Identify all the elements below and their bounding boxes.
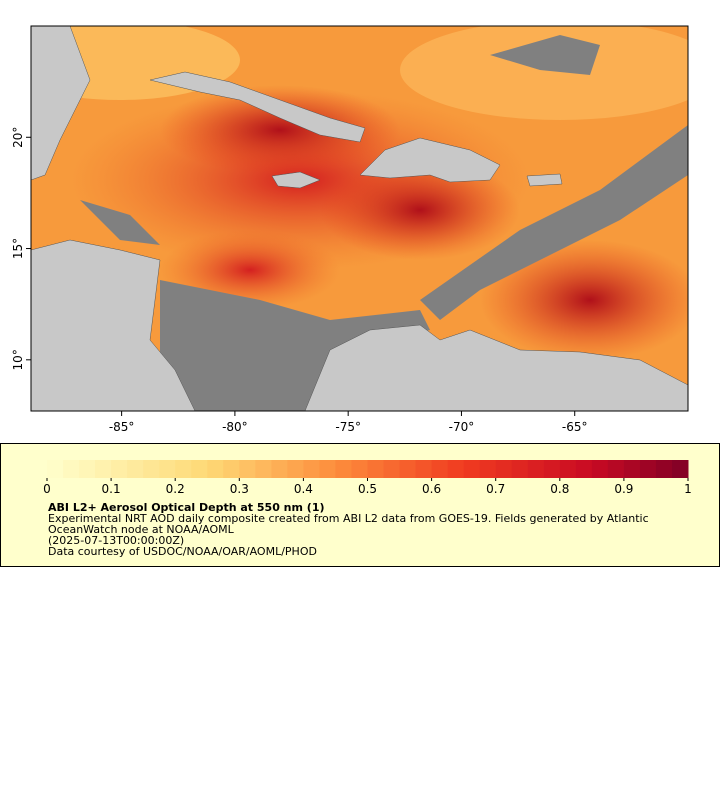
cloud-mask bbox=[80, 200, 160, 245]
legend-line: OceanWatch node at NOAA/AOML bbox=[48, 523, 235, 536]
colorbar-step bbox=[671, 460, 689, 478]
land-south-america bbox=[304, 324, 688, 411]
colorbar-tick-label: 0.8 bbox=[550, 482, 569, 496]
colorbar-tick-label: 0.2 bbox=[166, 482, 185, 496]
colorbar-tick-label: 0.1 bbox=[102, 482, 121, 496]
colorbar-step bbox=[383, 460, 401, 478]
colorbar-step bbox=[271, 460, 288, 478]
colorbar-step bbox=[143, 460, 160, 478]
colorbar-step bbox=[575, 460, 593, 478]
colorbar-tick-label: 0 bbox=[43, 482, 51, 496]
colorbar-tick-label: 0.3 bbox=[230, 482, 249, 496]
colorbar-step bbox=[415, 460, 433, 478]
aod-high bbox=[320, 160, 520, 260]
colorbar-step bbox=[463, 460, 481, 478]
colorbar-step bbox=[511, 460, 529, 478]
colorbar-tick-label: 0.4 bbox=[294, 482, 313, 496]
colorbar-step bbox=[175, 460, 192, 478]
colorbar-step bbox=[79, 460, 96, 478]
land-hispaniola bbox=[359, 137, 501, 183]
x-tick-label: -80° bbox=[222, 420, 248, 434]
colorbar-tick-label: 0.7 bbox=[486, 482, 505, 496]
colorbar-step bbox=[335, 460, 352, 478]
x-tick-label: -70° bbox=[449, 420, 475, 434]
colorbar-step bbox=[559, 460, 577, 478]
colorbar-step bbox=[63, 460, 80, 478]
colorbar-step bbox=[431, 460, 449, 478]
x-tick-label: -75° bbox=[335, 420, 361, 434]
legend-title: ABI L2+ Aerosol Optical Depth at 550 nm … bbox=[48, 501, 325, 514]
aod-low bbox=[400, 26, 688, 120]
colorbar-step bbox=[255, 460, 272, 478]
y-tick-label: 15° bbox=[11, 238, 25, 259]
land-puerto-rico bbox=[526, 173, 563, 187]
colorbar-step bbox=[127, 460, 144, 478]
colorbar-step bbox=[239, 460, 256, 478]
legend-line: Experimental NRT AOD daily composite cre… bbox=[48, 512, 649, 525]
colorbar-step bbox=[639, 460, 657, 478]
map-frame bbox=[30, 25, 689, 412]
colorbar-step bbox=[447, 460, 465, 478]
colorbar-step bbox=[479, 460, 497, 478]
aod-high bbox=[160, 85, 400, 175]
colorbar-step bbox=[543, 460, 561, 478]
x-tick-label: -85° bbox=[109, 420, 135, 434]
colorbar-step bbox=[527, 460, 545, 478]
cloud-mask bbox=[420, 125, 688, 320]
cloud-mask bbox=[160, 280, 430, 411]
y-tick-label: 20° bbox=[11, 127, 25, 148]
colorbar-step bbox=[591, 460, 609, 478]
land-yucatan bbox=[31, 26, 91, 181]
colorbar-step bbox=[159, 460, 176, 478]
aod-high bbox=[480, 240, 688, 360]
colorbar-step bbox=[47, 460, 64, 478]
land-cuba bbox=[149, 71, 366, 143]
colorbar-step bbox=[399, 460, 417, 478]
colorbar-tick-label: 1 bbox=[684, 482, 692, 496]
colorbar-step bbox=[111, 460, 128, 478]
land-central-america bbox=[31, 239, 196, 411]
map-area bbox=[31, 26, 688, 411]
colorbar-step bbox=[623, 460, 641, 478]
colorbar-step bbox=[319, 460, 336, 478]
cloud-mask bbox=[490, 35, 600, 75]
colorbar-tick-label: 0.9 bbox=[614, 482, 633, 496]
y-tick-label: 10° bbox=[11, 349, 25, 370]
colorbar-step bbox=[303, 460, 320, 478]
legend-line: (2025-07-13T00:00:00Z) bbox=[48, 534, 184, 547]
colorbar-step bbox=[351, 460, 368, 478]
colorbar-tick-label: 0.6 bbox=[422, 482, 441, 496]
colorbar-step bbox=[655, 460, 673, 478]
colorbar-step bbox=[367, 460, 385, 478]
land-jamaica bbox=[271, 171, 321, 189]
x-tick-label: -65° bbox=[562, 420, 588, 434]
colorbar-step bbox=[95, 460, 112, 478]
colorbar-step bbox=[287, 460, 304, 478]
colorbar-step bbox=[223, 460, 240, 478]
legend-line: Data courtesy of USDOC/NOAA/OAR/AOML/PHO… bbox=[48, 545, 317, 558]
colorbar-step bbox=[607, 460, 625, 478]
colorbar-tick-label: 0.5 bbox=[358, 482, 377, 496]
colorbar-step bbox=[495, 460, 513, 478]
colorbar-step bbox=[207, 460, 224, 478]
colorbar-step bbox=[191, 460, 208, 478]
